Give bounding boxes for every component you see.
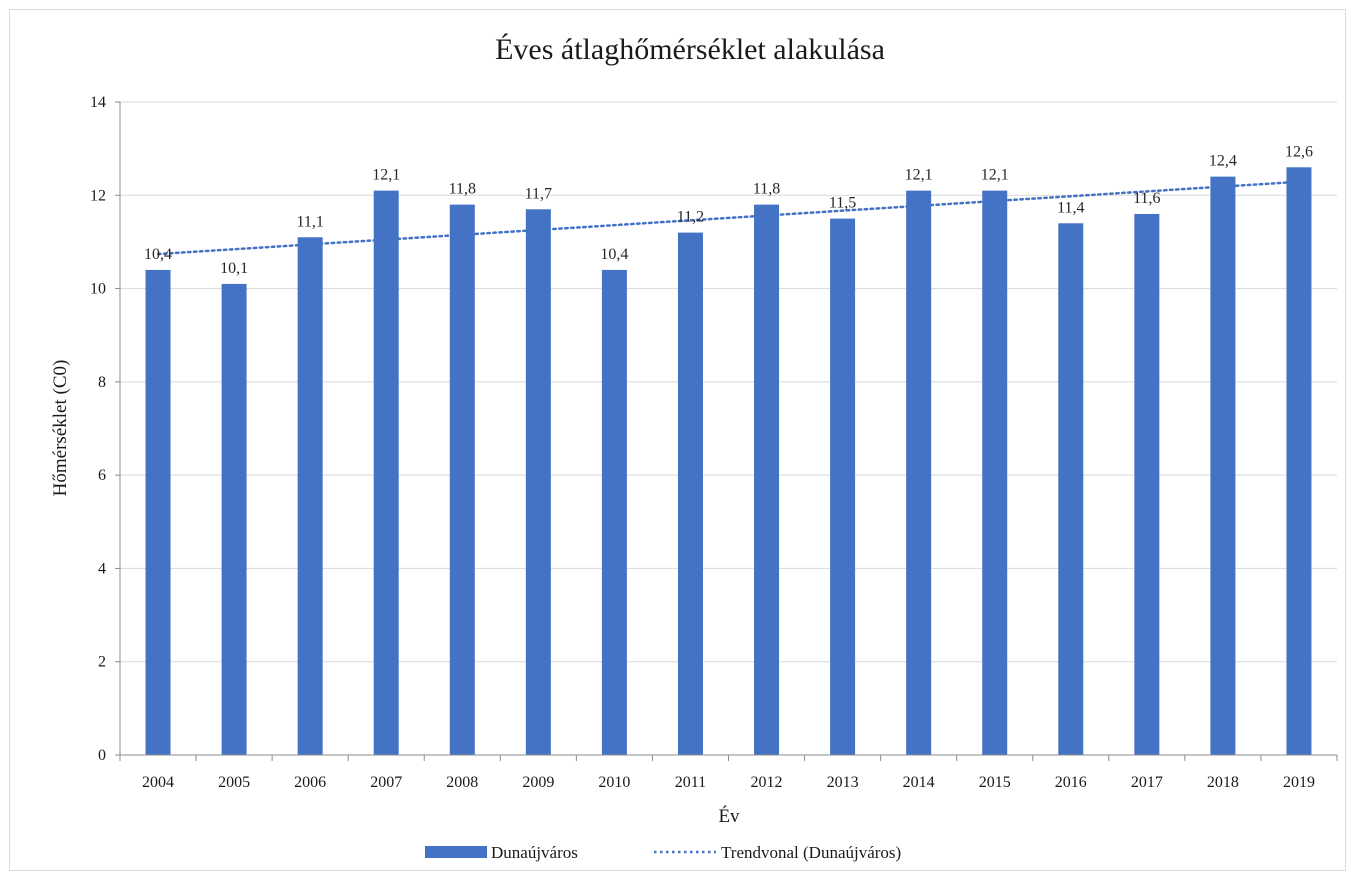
data-label: 10,4	[600, 246, 628, 263]
x-tick-label: 2017	[1131, 774, 1163, 791]
bar	[525, 209, 551, 755]
legend-label-bars: Dunaújváros	[491, 843, 578, 862]
bar	[1210, 176, 1236, 756]
y-tick-label: 10	[90, 281, 106, 298]
bar	[1134, 213, 1160, 755]
bar	[677, 232, 703, 756]
data-label: 11,6	[1133, 190, 1160, 207]
x-tick-label: 2011	[675, 774, 706, 791]
bar	[449, 204, 475, 756]
x-tick-label: 2018	[1207, 774, 1239, 791]
bar	[297, 237, 323, 755]
data-label: 12,4	[1209, 153, 1237, 170]
data-label: 11,5	[829, 195, 856, 212]
x-tick-label: 2016	[1055, 774, 1087, 791]
bars	[145, 167, 1312, 756]
x-tick-label: 2019	[1283, 774, 1315, 791]
chart-title: Éves átlaghőmérséklet alakulása	[495, 33, 885, 66]
data-label: 11,8	[449, 181, 476, 198]
legend: Dunaújváros Trendvonal (Dunaújváros)	[425, 843, 901, 862]
bar	[982, 190, 1008, 755]
bar	[221, 283, 247, 755]
data-labels: 10,4 10,1 11,1 12,1 11,8 11,7 10,4 11,2 11,8 11,5…	[144, 143, 1313, 277]
bar	[1058, 223, 1084, 755]
x-tick-labels: 2004 2005 2006 2007 2008 2009 2010 2011 2012 2013…	[119, 755, 1338, 791]
y-tick-label: 12	[90, 187, 106, 204]
x-axis-label: Év	[718, 805, 740, 827]
y-tick-label: 8	[98, 374, 106, 391]
y-tick-label: 2	[98, 654, 106, 671]
data-label: 12,1	[372, 167, 400, 184]
x-tick-label: 2006	[294, 774, 326, 791]
y-tick-label: 6	[98, 467, 106, 484]
bar	[373, 190, 399, 755]
data-label: 12,6	[1285, 143, 1313, 160]
bar	[601, 269, 627, 755]
x-tick-label: 2007	[370, 774, 402, 791]
x-tick-label: 2004	[142, 774, 174, 791]
y-axis-label: Hőmérséklet (C0)	[50, 360, 71, 497]
y-tick-label: 4	[98, 560, 106, 577]
gridlines	[120, 101, 1337, 663]
trendline	[156, 180, 1301, 256]
x-tick-label: 2012	[751, 774, 783, 791]
data-label: 11,4	[1057, 199, 1084, 216]
x-tick-label: 2008	[446, 774, 478, 791]
legend-swatch-bars	[425, 846, 487, 858]
x-tick-label: 2009	[522, 774, 554, 791]
x-tick-label: 2015	[979, 774, 1011, 791]
bar	[906, 190, 932, 755]
bar	[830, 218, 856, 755]
x-tick-label: 2005	[218, 774, 250, 791]
bar	[1286, 167, 1312, 756]
data-label: 11,1	[296, 213, 323, 230]
data-label: 10,4	[144, 246, 172, 263]
y-tick-label: 0	[98, 747, 106, 764]
data-label: 11,8	[753, 181, 780, 198]
data-label: 11,2	[677, 209, 704, 226]
data-label: 12,1	[905, 167, 933, 184]
y-tick-label: 14	[90, 94, 106, 111]
legend-label-trendline: Trendvonal (Dunaújváros)	[721, 843, 901, 862]
data-label: 11,7	[525, 185, 552, 202]
x-tick-label: 2010	[598, 774, 630, 791]
trendline-path	[156, 180, 1301, 256]
x-tick-label: 2014	[903, 774, 935, 791]
x-tick-label: 2013	[827, 774, 859, 791]
y-tick-labels: 0 2 4 6 8 10 12 14	[90, 94, 120, 764]
data-label: 12,1	[981, 167, 1009, 184]
bar	[754, 204, 780, 756]
data-label: 10,1	[220, 260, 248, 277]
bar	[145, 269, 171, 755]
